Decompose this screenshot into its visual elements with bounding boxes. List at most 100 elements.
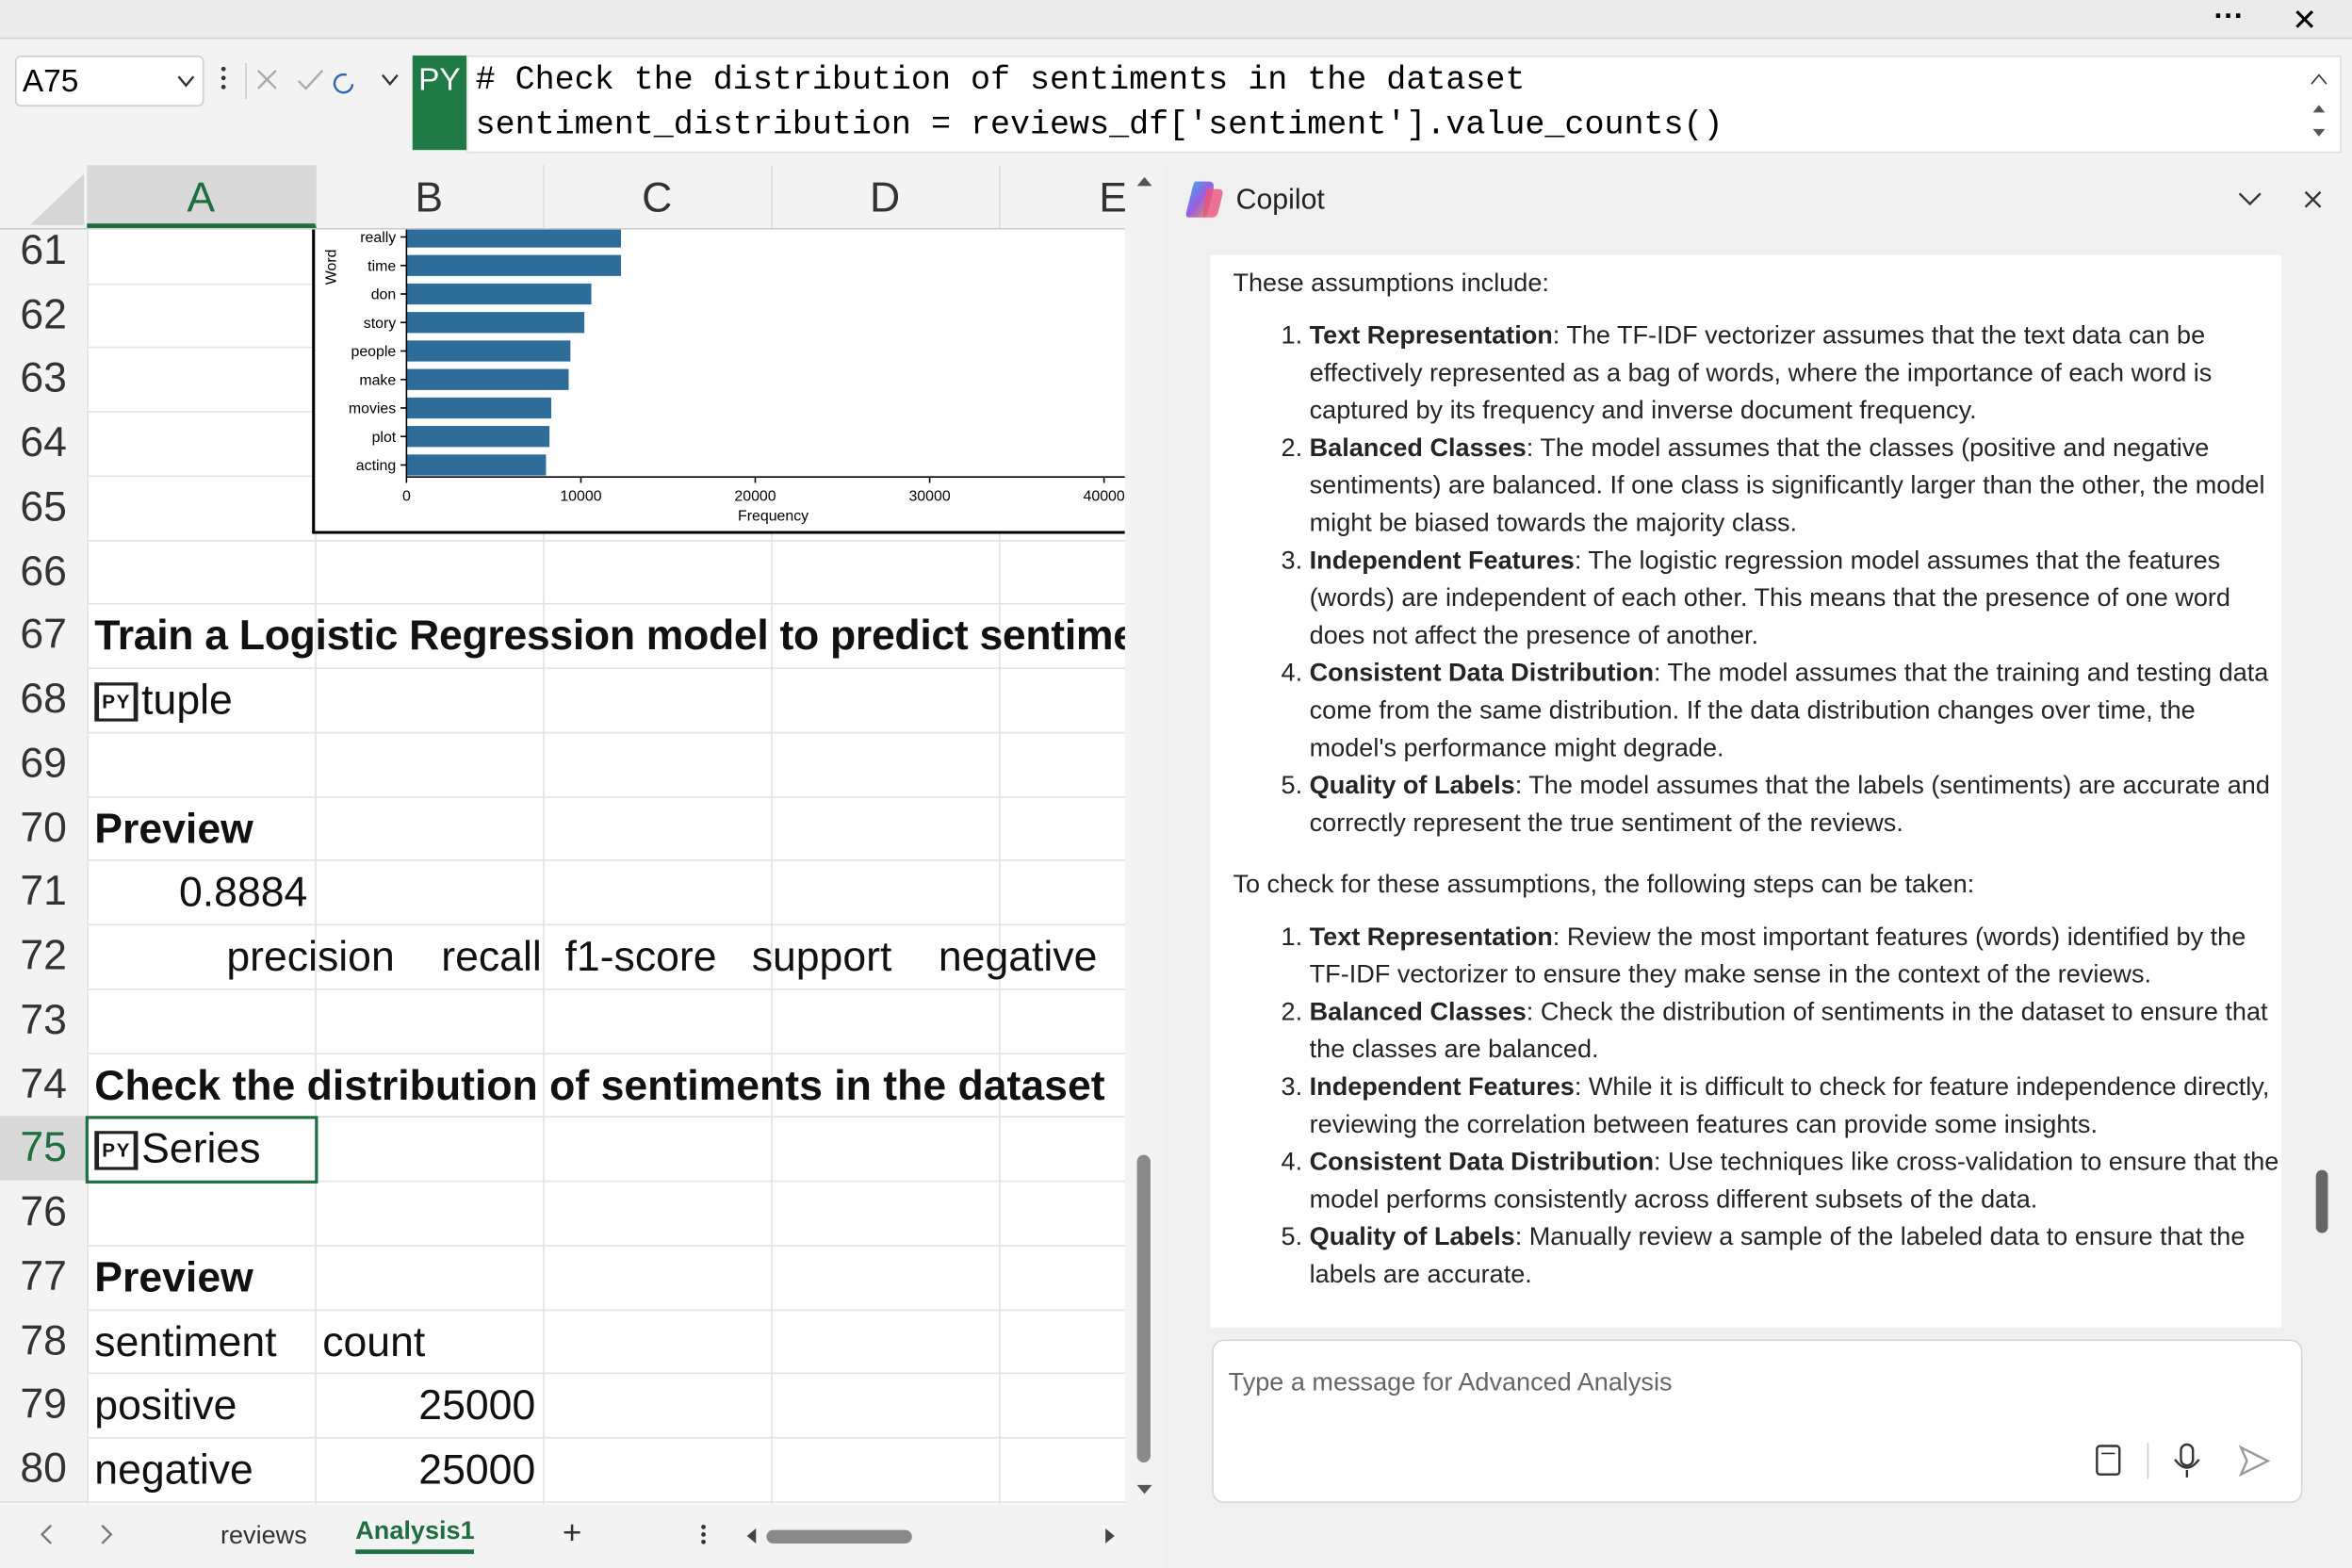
cell-text: tuple	[141, 677, 233, 724]
item-term: Balanced Classes	[1309, 433, 1527, 463]
cell-heading: Train a Logistic Regression model to pre…	[94, 612, 1125, 660]
sheet-tab[interactable]: reviews	[220, 1521, 307, 1550]
column-header-cell[interactable]: D	[771, 165, 1001, 228]
y-tick-label: make	[359, 372, 396, 388]
horizontal-scrollbar[interactable]	[693, 1516, 1128, 1552]
cell-text: positive	[94, 1381, 237, 1429]
row-line	[87, 1052, 1125, 1054]
list-item: Quality of Labels: Manually review a sam…	[1310, 1218, 2281, 1294]
x-tick-label: 30000	[908, 489, 950, 505]
row-line	[87, 859, 1125, 862]
message-input[interactable]: Type a message for Advanced Analysis	[1212, 1339, 2303, 1503]
item-text: : The model assumes that the classes (po…	[1309, 433, 2265, 537]
row-line	[87, 1372, 1125, 1375]
row-header[interactable]: 70	[0, 795, 88, 862]
y-tick-label: really	[360, 230, 396, 246]
row-header[interactable]: 63	[0, 347, 88, 414]
cell-number: 25000	[418, 1381, 536, 1429]
copilot-pane: Copilot These assumptions include: Text …	[1164, 165, 2352, 1568]
row-header[interactable]: 78	[0, 1308, 88, 1375]
row-line	[87, 795, 1125, 798]
message-text: These assumptions include:	[1233, 268, 1549, 298]
chat-message: These assumptions include: Text Represen…	[1210, 254, 2282, 1328]
close-button[interactable]: ✕	[2292, 4, 2317, 38]
row-header[interactable]: 79	[0, 1372, 88, 1439]
sheet-tabs: reviews Analysis1 +	[0, 1504, 1165, 1568]
input-actions[interactable]	[2091, 1440, 2286, 1485]
row-header[interactable]: 80	[0, 1437, 88, 1503]
formula-input[interactable]: # Check the distribution of sentiments i…	[466, 55, 2342, 154]
item-text: : Use techniques like cross-validation t…	[1309, 1147, 2279, 1214]
row-line	[87, 923, 1125, 926]
row-header[interactable]: 62	[0, 283, 88, 350]
row-header[interactable]: 76	[0, 1180, 88, 1247]
list-item: Independent Features: While it is diffic…	[1310, 1068, 2281, 1143]
bar	[406, 368, 569, 390]
y-axis-label: Word	[324, 249, 340, 285]
bar	[406, 283, 592, 305]
bar	[406, 254, 622, 276]
item-text: : The model assumes that the labels (sen…	[1309, 771, 2270, 838]
row-line	[87, 539, 1125, 542]
row-line	[87, 731, 1125, 734]
x-tick-label: 0	[402, 489, 411, 505]
more-button[interactable]: ···	[2213, 0, 2245, 34]
item-text: : The TF-IDF vectorizer assumes that the…	[1309, 320, 2213, 425]
column-header-cell[interactable]: E	[999, 165, 1125, 228]
sheet-tab-active[interactable]: Analysis1	[355, 1516, 475, 1555]
scroll-thumb[interactable]	[1136, 1154, 1151, 1463]
item-term: Text Representation	[1309, 922, 1553, 952]
row-header[interactable]: 74	[0, 1052, 88, 1119]
bar	[406, 227, 622, 248]
tab-nav[interactable]	[33, 1519, 123, 1549]
item-term: Text Representation	[1309, 320, 1553, 350]
list-item: Balanced Classes: The model assumes that…	[1310, 429, 2281, 541]
dropdown-icon	[177, 75, 195, 88]
item-term: Consistent Data Distribution	[1309, 1147, 1654, 1176]
pane-controls[interactable]	[2236, 186, 2327, 216]
python-badge: PY	[412, 55, 467, 151]
row-line	[87, 1437, 1125, 1439]
py-icon: PY	[94, 1131, 139, 1171]
cell-number: 0.8884	[178, 869, 308, 916]
item-text: : The logistic regression model assumes …	[1309, 546, 2230, 650]
formula-icons	[220, 62, 399, 100]
message-text: To check for these assumptions, the foll…	[1233, 870, 1975, 899]
add-sheet-button[interactable]: +	[562, 1513, 582, 1551]
chat-scroll-thumb[interactable]	[2315, 1169, 2328, 1233]
row-header[interactable]: 73	[0, 988, 88, 1054]
row-line	[87, 1244, 1125, 1247]
row-header[interactable]: 67	[0, 603, 88, 670]
list-item: Consistent Data Distribution: Use techni…	[1310, 1143, 2281, 1218]
name-box[interactable]: A75	[14, 55, 204, 107]
row-header[interactable]: 68	[0, 667, 88, 734]
column-header-cell[interactable]: C	[543, 165, 773, 228]
row-header[interactable]: 65	[0, 475, 88, 542]
title-bar: ··· ✕	[0, 0, 2352, 40]
row-header[interactable]: 69	[0, 731, 88, 798]
y-tick-label: people	[351, 344, 396, 360]
row-header[interactable]: 77	[0, 1244, 88, 1311]
x-tick-label: 20000	[734, 489, 776, 505]
row-header[interactable]: 66	[0, 539, 88, 606]
column-header-cell[interactable]: B	[315, 165, 545, 228]
cell-python[interactable]: PY Series	[94, 1117, 261, 1181]
cell-heading: Preview	[94, 1253, 253, 1300]
cell-python[interactable]: PY tuple	[94, 668, 233, 732]
steps-list: Text Representation: Review the most imp…	[1211, 918, 2282, 1293]
row-header[interactable]: 75	[0, 1116, 88, 1183]
cell-text: sentiment	[94, 1317, 277, 1364]
formula-bar: A75 PY # Check the distribution of senti…	[0, 39, 2352, 166]
item-text: : The model assumes that the training an…	[1309, 658, 2269, 762]
vertical-scrollbar[interactable]	[1128, 165, 1162, 1505]
row-header[interactable]: 71	[0, 859, 88, 926]
row-header[interactable]: 64	[0, 411, 88, 478]
bar	[406, 426, 550, 448]
list-item: Quality of Labels: The model assumes tha…	[1310, 766, 2281, 841]
row-header[interactable]: 72	[0, 923, 88, 990]
select-all[interactable]	[0, 165, 87, 228]
py-icon: PY	[94, 682, 139, 722]
list-item: Balanced Classes: Check the distribution…	[1310, 993, 2281, 1069]
column-header-cell[interactable]: A	[87, 165, 317, 228]
